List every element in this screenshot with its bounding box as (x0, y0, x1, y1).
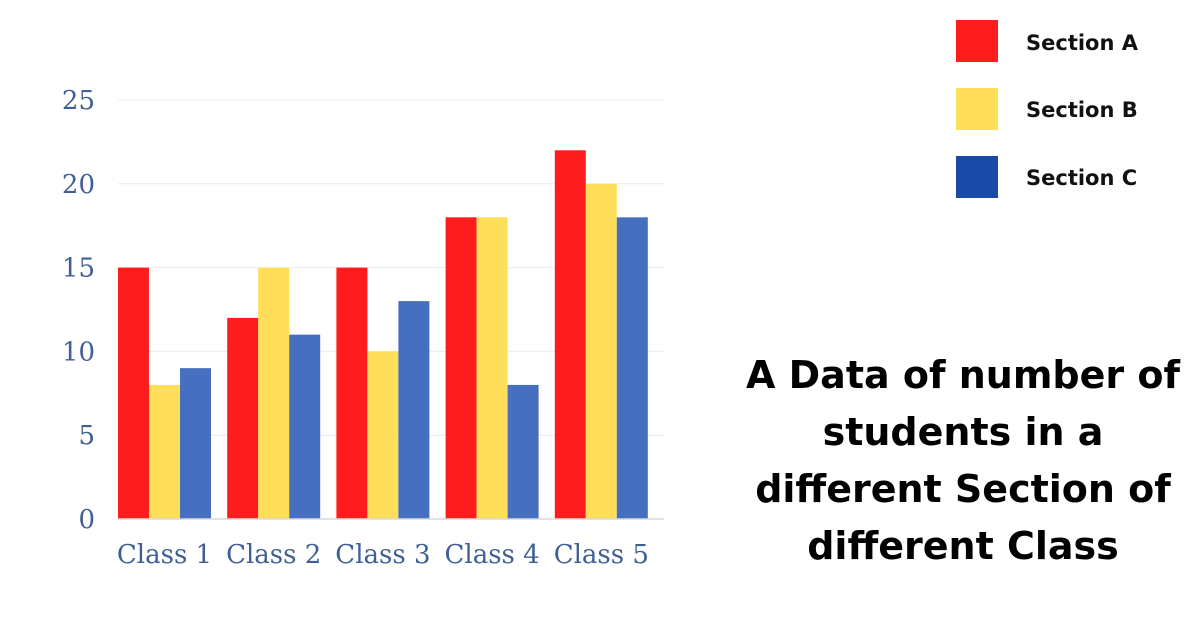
bar-section-c-class-1 (180, 368, 211, 519)
legend: Section A Section B Section C (956, 20, 1139, 198)
legend-item-section-b: Section B (956, 88, 1138, 130)
legend-label-section-c: Section C (1026, 166, 1137, 190)
y-tick-label: 10 (62, 337, 95, 367)
y-tick-label: 25 (62, 86, 95, 116)
x-axis-categories: Class 1 Class 2 Class 3 Class 4 Class 5 (117, 540, 649, 570)
bar-section-b-class-1 (149, 384, 180, 519)
x-category-label: Class 4 (444, 540, 539, 570)
x-category-label: Class 1 (117, 540, 212, 570)
bar-section-b-class-2 (258, 267, 290, 519)
bar-section-a-class-2 (227, 317, 259, 519)
x-category-label: Class 5 (554, 540, 649, 570)
legend-swatch-section-a (956, 20, 998, 62)
bar-section-b-class-4 (476, 217, 508, 519)
legend-item-section-c: Section C (956, 156, 1137, 198)
y-tick-label: 15 (62, 254, 95, 284)
bar-section-a-class-1 (118, 267, 149, 519)
y-tick-label: 20 (62, 170, 95, 200)
bar-section-c-class-5 (616, 217, 648, 519)
bar-section-a-class-5 (554, 150, 586, 519)
bar-section-c-class-3 (398, 301, 430, 519)
bar-section-a-class-3 (336, 267, 368, 519)
y-axis-ticks: 0 5 10 15 20 25 (62, 86, 95, 535)
bar-section-b-class-5 (585, 183, 617, 520)
bar-section-b-class-3 (367, 351, 399, 519)
chart-title: A Data of number of students in a differ… (746, 353, 1181, 568)
x-category-label: Class 3 (335, 540, 430, 570)
y-tick-label: 5 (78, 421, 95, 451)
legend-label-section-a: Section A (1026, 31, 1139, 55)
bar-section-c-class-4 (507, 384, 539, 519)
bar-section-a-class-4 (445, 217, 477, 519)
x-category-label: Class 2 (226, 540, 321, 570)
bar-section-c-class-2 (289, 334, 321, 519)
legend-swatch-section-b (956, 88, 998, 130)
legend-item-section-a: Section A (956, 20, 1139, 62)
legend-swatch-section-c (956, 156, 998, 198)
y-tick-label: 0 (78, 505, 95, 535)
bars (118, 150, 648, 520)
legend-label-section-b: Section B (1026, 98, 1138, 122)
